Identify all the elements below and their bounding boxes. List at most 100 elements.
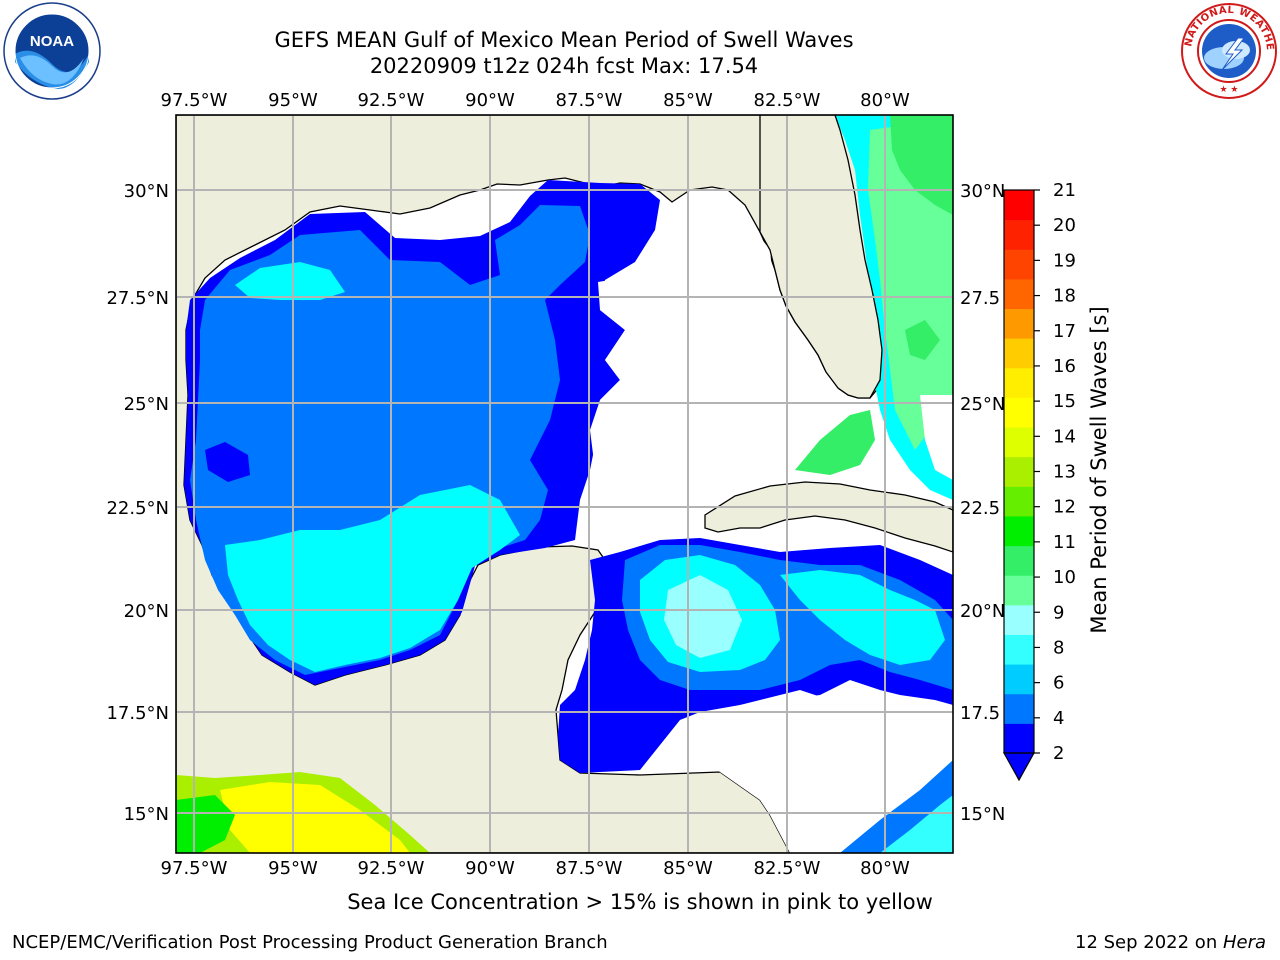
lon-label: 92.5°W bbox=[358, 90, 425, 111]
colorbar-tick-label: 8 bbox=[1053, 637, 1064, 658]
colorbar-band bbox=[1004, 486, 1034, 517]
sea-ice-caption: Sea Ice Concentration > 15% is shown in … bbox=[347, 890, 933, 914]
lat-label: 15°N bbox=[124, 804, 169, 825]
colorbar-band bbox=[1004, 723, 1034, 754]
lat-labels-right: 30°N 27.5 25°N 22.5 20°N 17.5 15°N bbox=[960, 181, 1005, 825]
map-frame bbox=[175, 114, 954, 854]
colorbar-band bbox=[1004, 693, 1034, 724]
land-cuba bbox=[704, 481, 953, 553]
colorbar-band bbox=[1004, 308, 1034, 339]
lat-label: 17.5 bbox=[960, 703, 1000, 724]
swell-field bbox=[176, 115, 953, 853]
colorbar-tick-label: 9 bbox=[1053, 602, 1064, 623]
lat-label: 27.5 bbox=[960, 288, 1000, 309]
noaa-logo-text: NOAA bbox=[30, 33, 74, 50]
lon-label: 85°W bbox=[663, 858, 713, 879]
colorbar-tick-label: 20 bbox=[1053, 215, 1076, 236]
swell-region-lightcyan-caribbean bbox=[664, 575, 742, 658]
nodata-bahamas bbox=[920, 395, 953, 480]
footer-date-text: 12 Sep 2022 on bbox=[1075, 932, 1223, 953]
lat-label: 22.5°N bbox=[106, 498, 169, 519]
colorbar-band bbox=[1004, 338, 1034, 369]
lon-labels-bottom: 97.5°W 95°W 92.5°W 90°W 87.5°W 85°W 82.5… bbox=[161, 858, 910, 879]
lat-label: 25°N bbox=[960, 394, 1005, 415]
colorbar-tick-label: 16 bbox=[1053, 356, 1076, 377]
swell-region-cyan-nw-gulf bbox=[235, 262, 345, 300]
lon-label: 97.5°W bbox=[161, 858, 228, 879]
lat-label: 22.5 bbox=[960, 498, 1000, 519]
colorbar-tick-label: 18 bbox=[1053, 286, 1076, 307]
footer-organization: NCEP/EMC/Verification Post Processing Pr… bbox=[12, 932, 608, 953]
colorbar-band bbox=[1004, 545, 1034, 576]
colorbar-tick-label: 10 bbox=[1053, 567, 1076, 588]
lon-label: 80°W bbox=[860, 858, 910, 879]
lon-label: 92.5°W bbox=[358, 858, 425, 879]
colorbar-tick-label: 6 bbox=[1053, 673, 1064, 694]
lon-label: 82.5°W bbox=[754, 90, 821, 111]
colorbar-band bbox=[1004, 278, 1034, 310]
colorbar-tick-label: 4 bbox=[1053, 708, 1064, 729]
lat-label: 17.5°N bbox=[106, 703, 169, 724]
colorbar-band bbox=[1004, 190, 1034, 221]
swell-region-green-bahamas bbox=[905, 320, 940, 360]
colorbar-band bbox=[1004, 219, 1034, 250]
swell-region-pacific-green bbox=[176, 795, 235, 853]
lon-label: 87.5°W bbox=[556, 90, 623, 111]
lon-label: 97.5°W bbox=[161, 90, 228, 111]
colorbar-band bbox=[1004, 604, 1034, 635]
colorbar-tick-label: 13 bbox=[1053, 462, 1076, 483]
swell-region-darkblue-spot bbox=[205, 442, 250, 482]
swell-region-cyan-caribbean-east bbox=[780, 570, 945, 665]
lat-label: 20°N bbox=[124, 601, 169, 622]
lon-label: 95°W bbox=[268, 90, 318, 111]
nodata-east-pocket bbox=[800, 365, 838, 412]
lat-labels-left: 30°N 27.5°N 25°N 22.5°N 20°N 17.5°N 15°N bbox=[106, 181, 169, 825]
nws-logo: NATIONAL WEATHER SERVICE ★ ★ bbox=[1176, 0, 1278, 100]
colorbar-tick-label: 2 bbox=[1053, 743, 1064, 764]
footer-date: 12 Sep 2022 on Hera bbox=[1075, 932, 1266, 953]
colorbar: 2 4 6 8 9 10 11 12 13 14 15 16 17 18 19 20 21 bbox=[1002, 180, 1076, 782]
lat-label: 30°N bbox=[124, 181, 169, 202]
lat-label: 15°N bbox=[960, 804, 1005, 825]
lat-label: 27.5°N bbox=[106, 288, 169, 309]
lon-label: 85°W bbox=[663, 90, 713, 111]
colorbar-tick-label: 17 bbox=[1053, 321, 1076, 342]
chart-title: GEFS MEAN Gulf of Mexico Mean Period of … bbox=[274, 28, 854, 52]
lon-labels-top: 97.5°W 95°W 92.5°W 90°W 87.5°W 85°W 82.5… bbox=[161, 90, 910, 111]
colorbar-band bbox=[1004, 515, 1034, 547]
lon-label: 95°W bbox=[268, 858, 318, 879]
colorbar-band bbox=[1004, 397, 1034, 428]
colorbar-tick-label: 12 bbox=[1053, 497, 1076, 518]
lon-label: 87.5°W bbox=[556, 858, 623, 879]
colorbar-band bbox=[1004, 249, 1034, 280]
lon-label: 80°W bbox=[860, 90, 910, 111]
lat-label: 25°N bbox=[124, 394, 169, 415]
colorbar-band bbox=[1004, 634, 1034, 665]
colorbar-band bbox=[1004, 575, 1034, 606]
chart-subtitle: 20220909 t12z 024h fcst Max: 17.54 bbox=[369, 54, 759, 78]
colorbar-band bbox=[1004, 456, 1034, 487]
lon-label: 90°W bbox=[465, 858, 515, 879]
colorbar-tick-label: 21 bbox=[1053, 180, 1076, 201]
colorbar-extension bbox=[1002, 752, 1036, 782]
colorbar-label: Mean Period of Swell Waves [s] bbox=[1087, 306, 1111, 633]
colorbar-tick-label: 11 bbox=[1053, 532, 1076, 553]
lon-label: 90°W bbox=[465, 90, 515, 111]
noaa-logo: NOAA bbox=[2, 2, 102, 100]
colorbar-tick-label: 15 bbox=[1053, 391, 1076, 412]
colorbar-band bbox=[1004, 367, 1034, 398]
lat-label: 20°N bbox=[960, 601, 1005, 622]
colorbar-tick-label: 19 bbox=[1053, 250, 1076, 271]
svg-text:★ ★: ★ ★ bbox=[1220, 85, 1239, 95]
lat-label: 30°N bbox=[960, 181, 1005, 202]
footer-machine: Hera bbox=[1222, 932, 1266, 953]
colorbar-band bbox=[1004, 664, 1034, 695]
lon-label: 82.5°W bbox=[754, 858, 821, 879]
colorbar-tick-label: 14 bbox=[1053, 426, 1076, 447]
swell-region-cyan-sw-gulf bbox=[225, 485, 520, 672]
swell-region-green-straits bbox=[795, 410, 875, 475]
swell-region-cyan-caribbean-se bbox=[880, 795, 953, 853]
swell-region-pacific-yellow bbox=[220, 782, 410, 853]
graticule bbox=[176, 115, 953, 853]
